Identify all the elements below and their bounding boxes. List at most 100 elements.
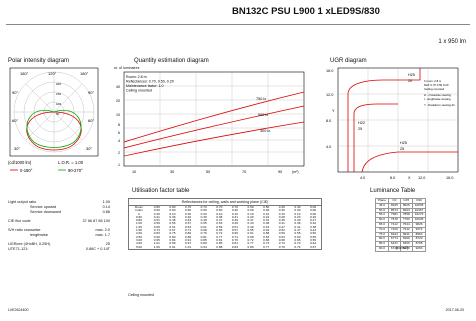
ugr-legend: h room: 2.8 m: [424, 79, 442, 83]
uf-cell: 0.32: [310, 221, 317, 226]
refl-cell: 0.10: [294, 211, 301, 216]
uf-cell: 0.86: [185, 234, 192, 239]
y-tick: 6: [118, 131, 120, 135]
ugr-legend: Y - Parallel to viewing dir.: [424, 103, 456, 107]
x-tick: 70: [242, 170, 246, 174]
uf-cell: 0.80: [247, 244, 254, 249]
ugr-legend: H - crosswise viewing: [424, 93, 451, 97]
uf-cell: 0.49: [247, 224, 254, 229]
uf-cell: 0.76: [231, 237, 238, 242]
uf-cell: 0.50: [310, 231, 317, 236]
uf-cell: 0.23: [294, 214, 301, 219]
table-row: 90.0 6728 6478 9263: [375, 245, 427, 252]
lum-cell: 90.0: [375, 245, 389, 252]
uf-cell: 0.55: [294, 231, 301, 236]
curve-label: 300 lx: [260, 129, 270, 133]
uf-cell: 1.01: [185, 244, 192, 249]
uf-cell: 0.41: [153, 214, 160, 219]
table-row: 1.25 0.66 0.61 0.63 0.61 0.59 0.51 0.49 0.43 0.47…: [129, 224, 321, 229]
spec-row: S/H ratio crosswise max. 2.0: [8, 228, 110, 232]
table-row: 0.80 0.51 0.48 0.49 0.48 0.47 0.39 0.37 0.31 0.35…: [129, 218, 321, 223]
ugr-ytick: 8.0: [326, 119, 331, 123]
polar-ring-label: 50: [56, 112, 60, 116]
utilisation-table: Reflectances for ceiling, walls and work…: [128, 198, 322, 250]
spec-row: UTE71-121: 0.86C + 0.14T: [8, 247, 110, 251]
uf-cell: 0.31: [231, 214, 238, 219]
y-tick: 4: [118, 139, 120, 143]
k-cell: 2.00: [135, 231, 142, 236]
refl-cell: 0.00: [310, 211, 317, 216]
refl-cell: 0.00: [310, 205, 317, 209]
ugr-xtick: 16.0: [446, 176, 453, 180]
uf-cell: 0.67: [310, 244, 317, 249]
uf-cell: 0.20: [310, 214, 317, 219]
uf-cell: 0.29: [247, 214, 254, 219]
uf-cell: 0.55: [169, 221, 176, 226]
uf-cell: 1.06: [153, 244, 160, 249]
uf-cell: 0.95: [153, 237, 160, 242]
refl-row: k 0.30 0.10 0.30 0.20 0.10 0.10 0.10 0.10 0.10 0.1…: [129, 211, 321, 216]
y-tick: 20: [116, 99, 120, 103]
table-row: 3.00 0.95 0.84 0.91 0.85 0.81 0.76 0.72 0.68 0.68…: [129, 237, 321, 242]
uf-cell: 0.64: [278, 234, 285, 239]
uf-cell: 0.47: [294, 228, 301, 233]
table-row: 2.00 0.83 0.75 0.80 0.76 0.72 0.66 0.61 0.58 0.59…: [129, 231, 321, 236]
quantity-info: Ceiling mounted: [126, 89, 152, 93]
uf-cell: 0.97: [185, 241, 192, 246]
uf-cell: 0.59: [310, 237, 317, 242]
uf-cell: 0.76: [200, 231, 207, 236]
k-cell: 2.50: [135, 234, 142, 239]
uf-cell: 0.59: [216, 224, 223, 229]
uf-cell: 0.55: [310, 234, 317, 239]
uf-cell: 0.74: [153, 228, 160, 233]
table-row: 2.50 0.90 0.80 0.86 0.81 0.77 0.71 0.68 0.63 0.64…: [129, 234, 321, 239]
spec-row: lengthwise max. 1.7: [30, 233, 110, 237]
uf-cell: 0.85: [200, 237, 207, 242]
uf-cell: 0.24: [263, 214, 270, 219]
uf-cell: 0.70: [294, 241, 301, 246]
uf-cell: 0.81: [216, 237, 223, 242]
refl-cell: 0.10: [278, 211, 285, 216]
refl-cell: 0.50: [153, 208, 160, 213]
lum-cell: 9263: [411, 245, 427, 252]
uf-cell: 0.55: [200, 221, 207, 226]
uf-cell: 0.39: [231, 218, 238, 223]
uf-cell: 0.47: [278, 224, 285, 229]
refl-cell: 0.30: [278, 208, 285, 213]
ugr-ylabel: Y: [332, 109, 335, 113]
spec-row: CIE flux code 37 66 87 86 100: [8, 219, 110, 223]
refl-cell: 0.50: [263, 205, 270, 209]
ugr-xtick: 8.0: [390, 176, 395, 180]
uf-cell: 0.40: [185, 214, 192, 219]
uf-cell: 0.89: [200, 241, 207, 246]
uf-cell: 0.63: [185, 224, 192, 229]
polar-angle-label: 30°: [86, 146, 92, 151]
uf-cell: 0.41: [278, 221, 285, 226]
uf-cell: 0.72: [247, 237, 254, 242]
k-cell: 0.60: [135, 214, 142, 219]
quantity-chart: 750 lx 500 lx 300 lx Room: 2.8 m Reflect…: [116, 71, 305, 174]
uf-cell: 0.39: [200, 214, 207, 219]
table-row: 4.00 1.01 0.89 0.97 0.89 0.85 0.81 0.77 0.73 0.73…: [129, 241, 321, 246]
polar-title: Polar intensity diagram: [8, 58, 70, 64]
x-unit: (m²): [292, 170, 299, 174]
uf-cell: 0.48: [200, 218, 207, 223]
refl-cell: 0.30: [153, 211, 160, 216]
refl-cell: 0.10: [169, 211, 176, 216]
uf-cell: 0.91: [185, 237, 192, 242]
k-cell: 1.50: [135, 228, 142, 233]
polar-angle-label: 90°: [88, 90, 94, 95]
spec-row: Service upward 0.14: [30, 205, 110, 209]
refl-cell: 0.10: [263, 211, 270, 216]
quantity-info: Room: 2.8 m: [126, 75, 147, 79]
refl-row: Room 0.80 0.80 0.70 0.70 0.70 0.70 0.50 0.50 0.30…: [129, 205, 321, 209]
curve-label: 750 lx: [256, 97, 266, 101]
table-row: 50.0 8574 8203 10457: [375, 207, 427, 214]
refl-cell: 0.50: [247, 205, 254, 209]
refl-row: Index 0.50 0.50 0.50 0.50 0.50 0.30 0.50 0.30 0.3…: [129, 208, 321, 213]
refl-cell: 0.70: [200, 205, 207, 209]
uf-cell: 0.35: [278, 218, 285, 223]
lum-cell: 6728: [387, 245, 401, 252]
luminance-title: Luminance Table: [370, 188, 416, 194]
uf-cell: 0.57: [231, 228, 238, 233]
